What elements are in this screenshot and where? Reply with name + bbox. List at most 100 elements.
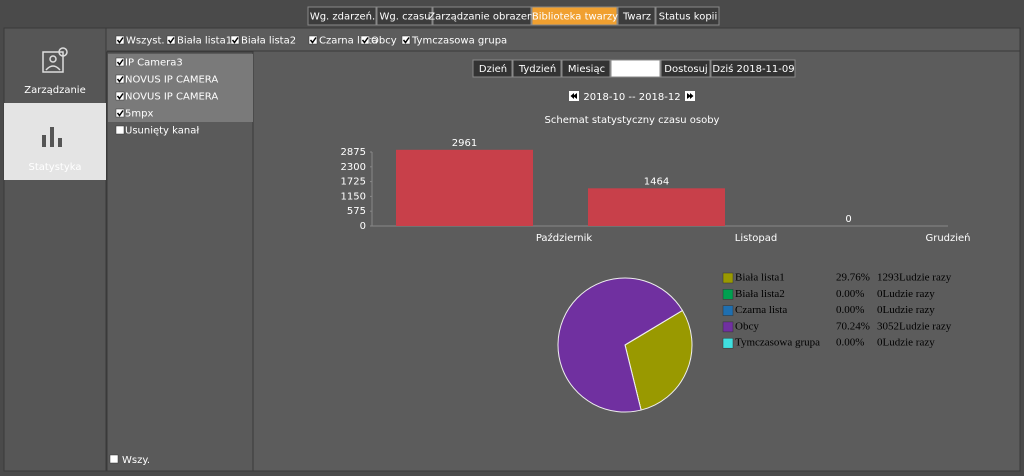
filter-label: Czarna lista <box>319 36 378 47</box>
channel-row[interactable] <box>108 88 253 105</box>
legend-percent: 70.24% <box>836 320 870 332</box>
channel-label: NOVUS IP CAMERA <box>125 92 218 103</box>
period-tab[interactable] <box>512 59 562 78</box>
checkbox[interactable] <box>115 57 125 67</box>
legend-count: 3052Ludzie razy <box>877 320 952 332</box>
top-tab-label: Zarządzanie obrazem <box>428 12 537 23</box>
sidebar-item[interactable]: Statystyka <box>28 162 81 173</box>
checkbox[interactable] <box>115 91 125 101</box>
period-tab-label: Tydzień <box>518 63 556 75</box>
channel-label: Usunięty kanał <box>125 126 199 137</box>
bar-value-label: 0 <box>845 214 851 225</box>
prev-arrow <box>570 93 577 99</box>
checkbox[interactable] <box>401 35 411 45</box>
checkbox[interactable] <box>109 454 119 464</box>
checkbox[interactable] <box>115 125 125 135</box>
legend-label: Tymczasowa grupa <box>735 337 820 349</box>
range-label: 2018-10 -- 2018-12 <box>583 92 680 103</box>
period-tab-label: Dostosuj <box>664 64 707 75</box>
stats-icon <box>42 127 62 147</box>
period-tab-label: Miesiąc <box>568 64 605 75</box>
filter-label: Biała lista1 <box>177 36 232 47</box>
y-tick-label: 2875 <box>341 147 366 158</box>
top-tab-label: Wg. zdarzeń. <box>310 11 375 23</box>
x-tick-label: Październik <box>536 232 593 244</box>
period-tab[interactable] <box>710 59 796 78</box>
legend-swatch <box>722 272 734 284</box>
checkmark <box>231 37 239 44</box>
y-tick-label: 1725 <box>341 177 366 188</box>
bar <box>396 149 533 226</box>
checkbox[interactable] <box>115 74 125 84</box>
channel-label: NOVUS IP CAMERA <box>125 75 218 86</box>
top-tab[interactable] <box>376 6 433 26</box>
select-all-label: Wszy. <box>122 455 150 466</box>
legend-count: 1293Ludzie razy <box>877 272 952 284</box>
checkbox[interactable] <box>166 35 176 45</box>
legend-label: Obcy <box>735 320 759 332</box>
legend-count: 0Ludzie razy <box>877 304 935 316</box>
checkbox[interactable] <box>115 35 125 45</box>
next-arrow <box>687 93 694 99</box>
y-tick-label: 2300 <box>341 162 366 173</box>
period-tab[interactable] <box>561 59 611 78</box>
legend-label: Biała lista2 <box>735 288 785 300</box>
checkmark <box>116 59 124 66</box>
top-tab[interactable] <box>432 6 532 26</box>
checkbox[interactable] <box>230 35 240 45</box>
top-tab-label: Status kopii <box>659 12 718 23</box>
active-sidebar-bg <box>4 103 106 180</box>
channel-label: 5mpx <box>125 109 153 120</box>
top-tab-label: Twarz <box>622 12 651 23</box>
period-tab[interactable] <box>660 59 711 78</box>
chart-title: Schemat statystyczny czasu osoby <box>545 115 720 126</box>
legend-count: 0Ludzie razy <box>877 288 935 300</box>
legend-swatch <box>722 305 734 316</box>
checkmark <box>361 37 369 44</box>
management-icon <box>42 47 68 73</box>
period-tab[interactable] <box>610 59 661 78</box>
top-tab[interactable] <box>655 6 720 26</box>
checkbox[interactable] <box>308 35 318 45</box>
period-tab[interactable] <box>472 59 513 78</box>
legend-swatch <box>722 321 734 333</box>
x-tick-label: Listopad <box>735 233 777 244</box>
channel-row[interactable] <box>108 54 253 71</box>
channel-row[interactable] <box>108 71 253 88</box>
checkmark <box>116 37 124 44</box>
sidebar-item[interactable]: Zarządzanie <box>24 85 85 96</box>
channel-row[interactable] <box>108 105 253 122</box>
y-tick-label: 0 <box>360 221 366 232</box>
checkmark <box>167 37 175 44</box>
legend-percent: 0.00% <box>836 337 864 349</box>
sidebar <box>3 27 107 472</box>
checkmark <box>309 37 317 44</box>
checkmark <box>116 76 124 83</box>
bar-value-label: 2961 <box>452 138 477 149</box>
period-tab-label: Kwartał <box>617 64 655 75</box>
top-tab-label: Wg. czasu <box>379 12 430 23</box>
legend-swatch <box>722 289 734 300</box>
checkbox[interactable] <box>360 35 370 45</box>
top-tab[interactable] <box>531 6 618 26</box>
top-tab[interactable] <box>307 6 377 26</box>
legend-percent: 0.00% <box>836 304 864 316</box>
bar <box>588 188 725 226</box>
y-tick-label: 1150 <box>341 191 366 202</box>
filter-label: Biała lista2 <box>241 36 296 47</box>
legend-swatch <box>722 337 734 349</box>
legend-label: Czarna lista <box>735 304 787 316</box>
checkbox[interactable] <box>115 108 125 118</box>
checkmark <box>402 37 410 44</box>
filter-label: Obcy <box>371 36 397 47</box>
top-tab[interactable] <box>617 6 656 26</box>
legend-label: Biała lista1 <box>735 272 785 284</box>
bar-value-label: 1464 <box>644 176 669 187</box>
y-tick-label: 575 <box>347 206 366 217</box>
top-tab-label: Biblioteka twarzy <box>532 12 618 23</box>
pie-slice <box>557 277 684 413</box>
legend-percent: 0.00% <box>836 288 864 300</box>
checkmark <box>116 93 124 100</box>
